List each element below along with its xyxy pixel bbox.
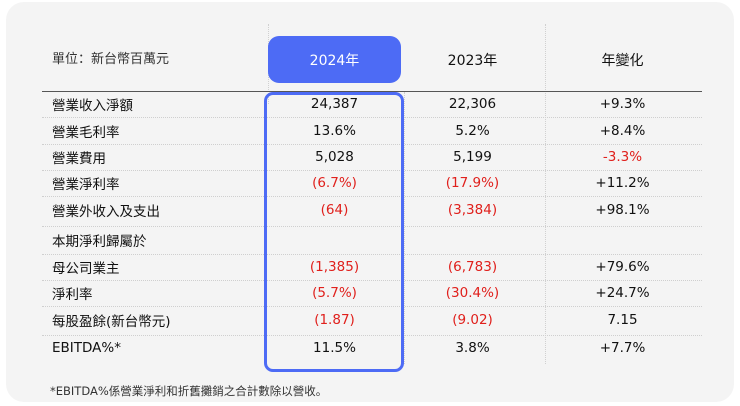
value-2023: (17.9%) bbox=[445, 175, 500, 191]
table-row: EBITDA%* 11.5% 3.8% +7.7% bbox=[42, 335, 702, 361]
header-yoy-change: 年變化 bbox=[601, 52, 644, 69]
value-2023: 5.2% bbox=[455, 123, 490, 139]
table-row: 母公司業主 (1,385) (6,783) +79.6% bbox=[42, 254, 702, 280]
table-row: 營業淨利率 (6.7%) (17.9%) +11.2% bbox=[42, 170, 702, 196]
table-row: 每股盈餘(新台幣元) (1.87) (9.02) 7.15 bbox=[42, 307, 702, 333]
row-label: 營業毛利率 bbox=[52, 125, 120, 141]
value-yoy-change: +98.1% bbox=[595, 202, 650, 218]
value-2024: (1,385) bbox=[309, 259, 360, 275]
value-2024: (6.7%) bbox=[312, 175, 357, 191]
header-divider bbox=[42, 91, 702, 92]
column-divider bbox=[545, 24, 546, 364]
highlight-2024-column-outline bbox=[264, 92, 404, 372]
value-2023: 22,306 bbox=[448, 96, 497, 112]
row-divider bbox=[42, 254, 702, 255]
row-label: 營業外收入及支出 bbox=[52, 204, 160, 220]
column-divider bbox=[404, 92, 405, 364]
row-divider bbox=[42, 280, 702, 281]
value-yoy-change: +11.2% bbox=[595, 175, 650, 191]
table-row: 淨利率 (5.7%) (30.4%) +24.7% bbox=[42, 280, 702, 306]
table-row: 營業毛利率 13.6% 5.2% +8.4% bbox=[42, 118, 702, 144]
value-2024: 24,387 bbox=[310, 96, 359, 112]
row-divider bbox=[42, 144, 702, 145]
value-2024: 13.6% bbox=[313, 123, 356, 139]
row-divider bbox=[42, 196, 702, 197]
table-row: 營業外收入及支出 (64) (3,384) +98.1% bbox=[42, 197, 702, 223]
row-label: 營業收入淨額 bbox=[52, 98, 133, 114]
value-2024: 11.5% bbox=[313, 340, 356, 356]
header-2023: 2023年 bbox=[447, 52, 498, 69]
row-label: EBITDA%* bbox=[52, 340, 121, 356]
value-2024: (64) bbox=[320, 202, 349, 218]
table-row: 本期淨利歸屬於 bbox=[42, 227, 702, 253]
value-2023: (30.4%) bbox=[445, 285, 500, 301]
row-divider bbox=[42, 306, 702, 307]
table-row: 營業費用 5,028 5,199 -3.3% bbox=[42, 144, 702, 170]
unit-label: 單位：新台幣百萬元 bbox=[52, 52, 170, 67]
value-yoy-change: +7.7% bbox=[599, 340, 646, 356]
row-divider bbox=[42, 170, 702, 171]
row-divider bbox=[42, 226, 702, 227]
value-2023: (9.02) bbox=[452, 312, 493, 328]
value-yoy-change: +79.6% bbox=[595, 259, 650, 275]
row-label: 母公司業主 bbox=[52, 261, 120, 277]
value-yoy-change: 7.15 bbox=[607, 312, 638, 328]
value-2024: (1.87) bbox=[314, 312, 355, 328]
value-2023: 3.8% bbox=[455, 340, 490, 356]
value-yoy-change: -3.3% bbox=[602, 149, 643, 165]
row-label: 營業費用 bbox=[52, 151, 106, 167]
row-label: 每股盈餘(新台幣元) bbox=[52, 314, 171, 330]
value-2023: 5,199 bbox=[453, 149, 492, 165]
row-divider bbox=[42, 117, 702, 118]
value-2024: 5,028 bbox=[315, 149, 354, 165]
header-2024-highlighted: 2024年 bbox=[268, 36, 401, 83]
row-divider bbox=[42, 335, 702, 336]
value-2023: (6,783) bbox=[447, 259, 498, 275]
value-2024: (5.7%) bbox=[312, 285, 357, 301]
footnote: *EBITDA%係營業淨利和折舊攤銷之合計數除以營收。 bbox=[50, 384, 328, 398]
row-label: 營業淨利率 bbox=[52, 177, 120, 193]
row-label: 本期淨利歸屬於 bbox=[52, 234, 147, 250]
table-row: 營業收入淨額 24,387 22,306 +9.3% bbox=[42, 91, 702, 117]
row-label: 淨利率 bbox=[52, 287, 93, 303]
value-yoy-change: +8.4% bbox=[599, 123, 646, 139]
value-yoy-change: +24.7% bbox=[595, 285, 650, 301]
value-2023: (3,384) bbox=[447, 202, 498, 218]
value-yoy-change: +9.3% bbox=[599, 96, 646, 112]
